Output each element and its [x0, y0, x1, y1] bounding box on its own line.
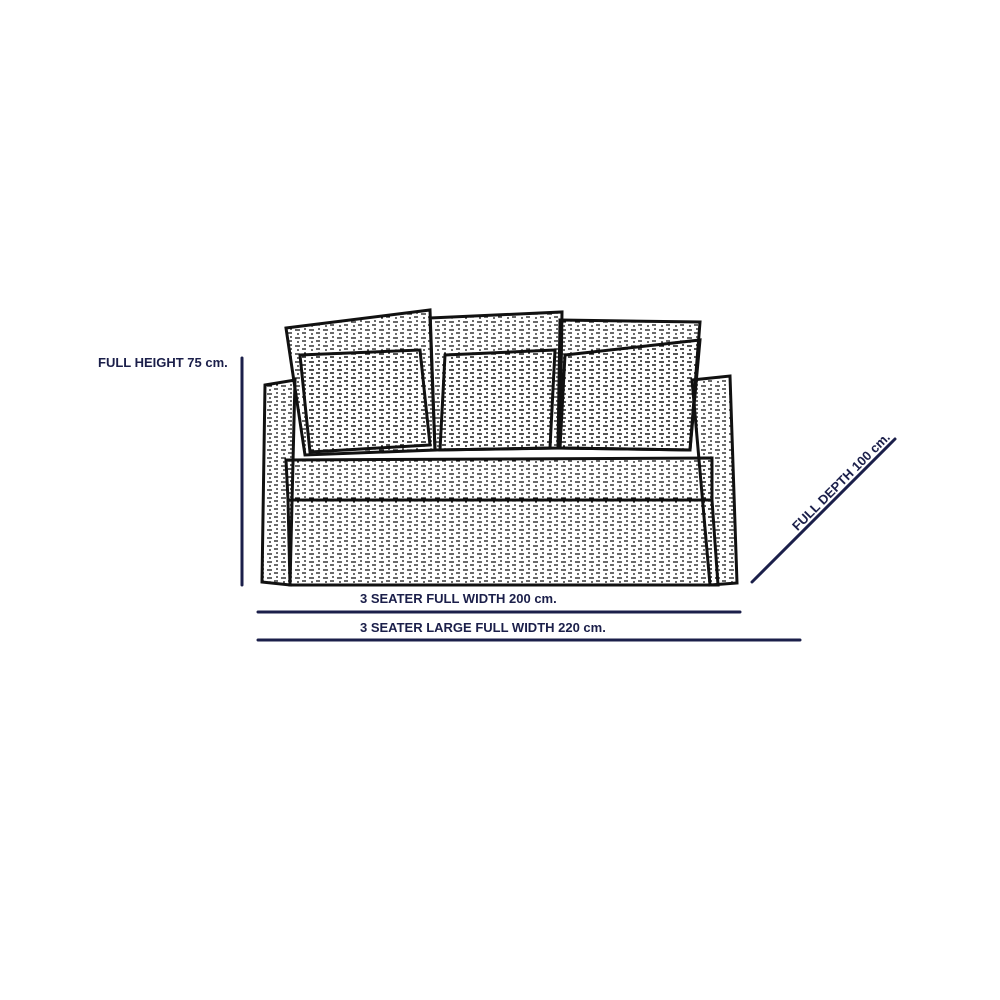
width-label: 3 SEATER FULL WIDTH 200 cm.	[360, 591, 557, 606]
width-large-label: 3 SEATER LARGE FULL WIDTH 220 cm.	[360, 620, 606, 635]
front-cushion-middle	[438, 348, 557, 452]
seat-cushion	[284, 456, 714, 502]
dimension-lines	[240, 356, 897, 642]
front-cushion-left	[298, 348, 432, 454]
depth-line	[750, 437, 897, 584]
front-cushion-right	[558, 338, 702, 452]
base-skirt	[286, 498, 720, 587]
sofa-body	[260, 308, 739, 587]
height-label: FULL HEIGHT 75 cm.	[98, 355, 228, 370]
